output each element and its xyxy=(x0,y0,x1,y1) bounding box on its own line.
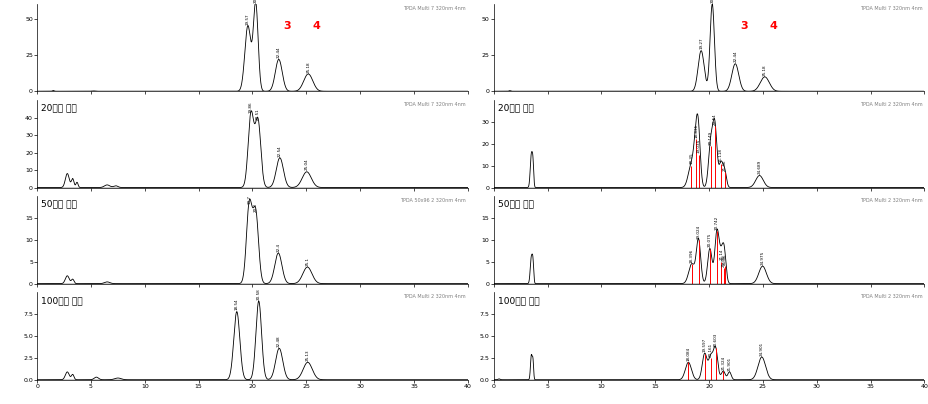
Text: TPDA Multi 7 320nm 4nm: TPDA Multi 7 320nm 4nm xyxy=(403,102,465,107)
Text: 20.30: 20.30 xyxy=(710,0,714,3)
Text: 4: 4 xyxy=(768,21,777,31)
Text: 21.46: 21.46 xyxy=(722,253,726,265)
Text: 50배수 추출: 50배수 추출 xyxy=(42,200,77,209)
Text: 18.831: 18.831 xyxy=(694,124,698,138)
Text: 18.084: 18.084 xyxy=(686,347,690,361)
Text: 22.4: 22.4 xyxy=(276,243,280,252)
Text: 20.742: 20.742 xyxy=(715,216,718,230)
Text: 22.44: 22.44 xyxy=(732,51,737,63)
Text: 24.901: 24.901 xyxy=(759,342,763,356)
Text: 21.46: 21.46 xyxy=(722,160,726,171)
Text: 19.597: 19.597 xyxy=(702,338,706,352)
Text: 21.35: 21.35 xyxy=(721,255,725,267)
Text: TPDA Multi 2 320nm 4nm: TPDA Multi 2 320nm 4nm xyxy=(858,294,922,299)
Text: 19.57: 19.57 xyxy=(246,13,250,25)
Text: 19.024: 19.024 xyxy=(696,225,700,239)
Text: 3: 3 xyxy=(740,21,747,31)
Text: 24.975: 24.975 xyxy=(760,250,764,265)
Text: TPDA Multi 2 320nm 4nm: TPDA Multi 2 320nm 4nm xyxy=(858,198,922,203)
Text: 20.30: 20.30 xyxy=(253,0,257,3)
Text: 21.901: 21.901 xyxy=(727,356,730,370)
Text: 25.18: 25.18 xyxy=(762,64,766,76)
Text: 25.13: 25.13 xyxy=(305,349,309,361)
Text: 20.149: 20.149 xyxy=(708,130,712,145)
Text: 20.603: 20.603 xyxy=(713,332,716,347)
Text: 19.27: 19.27 xyxy=(699,38,702,49)
Text: 21.14: 21.14 xyxy=(718,249,723,261)
Text: 20.51: 20.51 xyxy=(256,108,260,120)
Text: 22.44: 22.44 xyxy=(277,46,280,58)
Text: 100배수 추출: 100배수 추출 xyxy=(497,296,539,305)
Text: TPDA Multi 2 320nm 4nm: TPDA Multi 2 320nm 4nm xyxy=(403,294,465,299)
Text: 25.18: 25.18 xyxy=(306,61,310,73)
Text: 50배수 추출: 50배수 추출 xyxy=(497,200,534,209)
Text: 21.324: 21.324 xyxy=(720,356,725,370)
Text: 19.7: 19.7 xyxy=(247,195,251,204)
Text: 22.54: 22.54 xyxy=(277,145,281,156)
Text: 18.54: 18.54 xyxy=(235,299,238,310)
Text: TPDA Multi 2 320nm 4nm: TPDA Multi 2 320nm 4nm xyxy=(858,102,922,107)
Text: 18.396: 18.396 xyxy=(689,248,693,263)
Text: 20.58: 20.58 xyxy=(256,288,261,300)
Text: 4: 4 xyxy=(313,21,320,31)
Text: 20배수 추출: 20배수 추출 xyxy=(497,104,534,113)
Text: TPDA Multi 7 320nm 4nm: TPDA Multi 7 320nm 4nm xyxy=(858,6,922,11)
Text: 20.161: 20.161 xyxy=(708,343,712,357)
Text: 20배수 추출: 20배수 추출 xyxy=(42,104,77,113)
Text: 19.86: 19.86 xyxy=(249,101,252,113)
Text: 19.035: 19.035 xyxy=(696,139,700,154)
Text: 22.48: 22.48 xyxy=(277,335,281,347)
Text: 18.35: 18.35 xyxy=(689,153,692,164)
Text: TPDA Multi 7 320nm 4nm: TPDA Multi 7 320nm 4nm xyxy=(403,6,465,11)
Text: 25.1: 25.1 xyxy=(305,257,309,266)
Text: 21.118: 21.118 xyxy=(718,148,722,162)
Text: 25.04: 25.04 xyxy=(304,159,308,170)
Text: 24.689: 24.689 xyxy=(756,160,761,174)
Text: 3: 3 xyxy=(283,21,290,31)
Text: 20.54: 20.54 xyxy=(712,114,716,125)
Text: 20.3: 20.3 xyxy=(253,203,257,213)
Text: TPDA 50x96 2 320nm 4nm: TPDA 50x96 2 320nm 4nm xyxy=(399,198,465,203)
Text: 20.075: 20.075 xyxy=(707,233,711,247)
Text: 100배수 추출: 100배수 추출 xyxy=(42,296,83,305)
